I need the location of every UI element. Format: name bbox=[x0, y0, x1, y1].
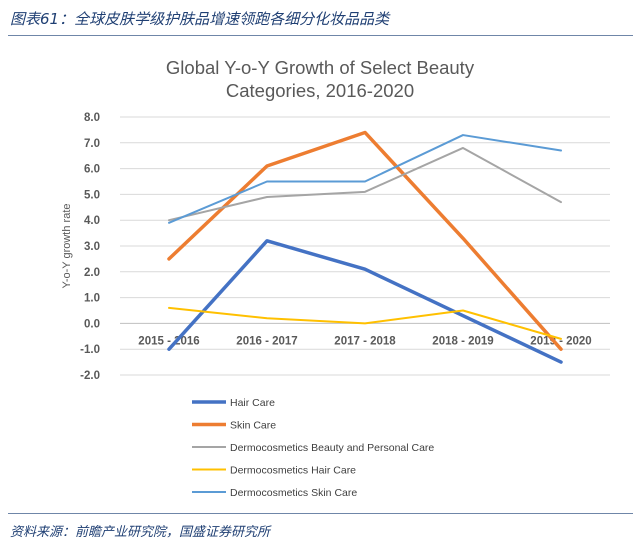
legend-label: Dermocosmetics Beauty and Personal Care bbox=[230, 442, 434, 454]
chart-title-line: Global Y-o-Y Growth of Select Beauty bbox=[166, 57, 475, 78]
y-tick-label: -2.0 bbox=[80, 370, 100, 382]
x-axis-ticks: 2015 - 2016 2016 - 2017 2017 - 2018 2018 - … bbox=[138, 335, 591, 347]
y-tick-label: 4.0 bbox=[84, 215, 100, 227]
chart-title-line: Categories, 2016-2020 bbox=[226, 80, 414, 101]
source-note: 资料来源：前瞻产业研究院，国盛证券研究所 bbox=[10, 525, 271, 540]
x-tick-label: 2016 - 2017 bbox=[236, 335, 297, 347]
chart-title: Global Y-o-Y Growth of Select BeautyCate… bbox=[166, 57, 475, 101]
series-line-3 bbox=[168, 306, 562, 340]
legend-label: Skin Care bbox=[230, 420, 276, 432]
y-axis-ticks: 8.0 7.0 6.0 5.0 4.0 3.0 2.0 1.0 0.0 -1.0 -2.0 bbox=[80, 112, 100, 382]
x-tick-label: 2017 - 2018 bbox=[334, 335, 396, 347]
legend: Hair Care Skin Care Dermocosmetics Beauty … bbox=[192, 397, 434, 499]
series-lines bbox=[167, 130, 563, 364]
y-tick-label: -1.0 bbox=[80, 344, 100, 356]
y-tick-label: 7.0 bbox=[84, 138, 100, 150]
caption-divider bbox=[8, 35, 633, 36]
series-line-1 bbox=[167, 130, 563, 351]
legend-label: Dermocosmetics Skin Care bbox=[230, 487, 357, 499]
y-tick-label: 5.0 bbox=[84, 189, 100, 201]
y-tick-label: 2.0 bbox=[84, 267, 100, 279]
x-tick-label: 2015 - 2016 bbox=[138, 335, 199, 347]
x-tick-label: 2019 - 2020 bbox=[530, 335, 591, 347]
y-tick-label: 8.0 bbox=[84, 112, 100, 124]
y-tick-label: 1.0 bbox=[84, 293, 100, 305]
series-line-4 bbox=[168, 134, 562, 224]
y-tick-label: 6.0 bbox=[84, 164, 100, 176]
x-tick-label: 2018 - 2019 bbox=[432, 335, 493, 347]
legend-label: Dermocosmetics Hair Care bbox=[230, 465, 356, 477]
y-tick-label: 3.0 bbox=[84, 241, 100, 253]
y-axis-label-group: Y-o-Y growth rate bbox=[61, 204, 73, 289]
source-divider bbox=[8, 513, 633, 514]
series-line-0 bbox=[167, 239, 563, 364]
figure-caption: 图表61：全球皮肤学级护肤品增速领跑各细分化妆品品类 bbox=[10, 10, 390, 28]
y-tick-label: 0.0 bbox=[84, 318, 100, 330]
y-axis-label: Y-o-Y growth rate bbox=[61, 204, 73, 289]
series-line-2 bbox=[168, 146, 562, 222]
legend-label: Hair Care bbox=[230, 397, 275, 409]
